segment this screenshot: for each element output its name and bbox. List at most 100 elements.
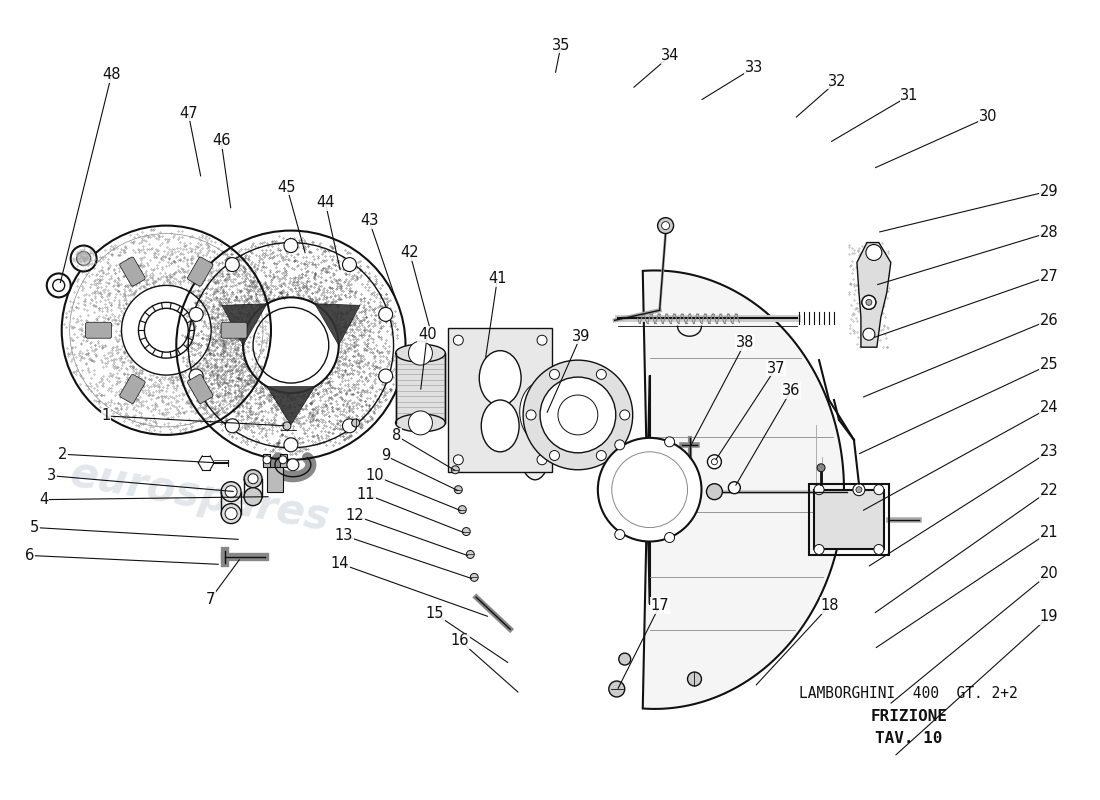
Circle shape — [856, 486, 862, 493]
Circle shape — [451, 466, 460, 474]
Circle shape — [221, 482, 241, 502]
Circle shape — [550, 370, 560, 379]
Text: 35: 35 — [552, 38, 570, 53]
Circle shape — [817, 464, 825, 472]
Text: 34: 34 — [661, 48, 680, 63]
Text: 42: 42 — [400, 245, 419, 260]
Text: 40: 40 — [418, 327, 437, 342]
Circle shape — [466, 550, 474, 558]
Text: 36: 36 — [782, 383, 801, 398]
Circle shape — [688, 672, 702, 686]
Circle shape — [226, 508, 238, 519]
Text: 20: 20 — [1040, 566, 1058, 582]
Circle shape — [459, 506, 466, 514]
Text: 21: 21 — [1040, 525, 1058, 540]
Text: 33: 33 — [745, 60, 763, 75]
Circle shape — [453, 335, 463, 345]
Circle shape — [712, 458, 717, 465]
Text: 47: 47 — [179, 106, 198, 121]
Circle shape — [378, 307, 393, 322]
Circle shape — [866, 299, 872, 306]
Circle shape — [728, 482, 740, 494]
Circle shape — [558, 395, 597, 435]
Circle shape — [287, 458, 299, 470]
Circle shape — [862, 295, 876, 310]
Circle shape — [873, 545, 883, 554]
Text: 10: 10 — [365, 468, 384, 483]
Text: FRIZIONE: FRIZIONE — [870, 710, 947, 724]
Text: 29: 29 — [1040, 184, 1058, 198]
Text: 39: 39 — [572, 329, 590, 344]
Circle shape — [873, 485, 883, 494]
Circle shape — [814, 485, 824, 494]
FancyBboxPatch shape — [187, 374, 213, 403]
Text: 28: 28 — [1040, 225, 1058, 240]
Circle shape — [471, 574, 478, 582]
Text: 6: 6 — [24, 548, 34, 563]
Text: 48: 48 — [102, 67, 121, 82]
Ellipse shape — [396, 414, 446, 432]
Circle shape — [77, 251, 90, 266]
Circle shape — [597, 438, 702, 542]
Circle shape — [619, 410, 629, 420]
Text: 9: 9 — [381, 448, 390, 463]
Text: eurospares: eurospares — [527, 420, 793, 507]
Circle shape — [284, 238, 298, 253]
Circle shape — [526, 410, 536, 420]
Circle shape — [537, 335, 547, 345]
Polygon shape — [315, 304, 360, 345]
Text: 38: 38 — [736, 335, 755, 350]
Polygon shape — [449, 328, 552, 472]
FancyBboxPatch shape — [187, 257, 213, 286]
Polygon shape — [504, 343, 596, 480]
Circle shape — [664, 437, 674, 447]
FancyBboxPatch shape — [120, 257, 145, 286]
Text: 2: 2 — [57, 446, 67, 462]
Polygon shape — [263, 454, 270, 466]
Text: 13: 13 — [334, 528, 353, 543]
Polygon shape — [814, 490, 883, 550]
Polygon shape — [222, 304, 267, 345]
Text: 5: 5 — [30, 520, 40, 535]
Text: 17: 17 — [650, 598, 669, 613]
Text: TAV. 10: TAV. 10 — [876, 731, 943, 746]
Polygon shape — [857, 242, 891, 347]
Circle shape — [244, 488, 262, 506]
Text: 43: 43 — [360, 213, 378, 228]
Circle shape — [226, 486, 238, 498]
Text: 45: 45 — [277, 180, 296, 194]
Circle shape — [852, 484, 865, 496]
Circle shape — [70, 246, 97, 271]
Text: 24: 24 — [1040, 401, 1058, 415]
Text: 7: 7 — [206, 592, 214, 607]
Circle shape — [352, 419, 360, 427]
Circle shape — [342, 258, 356, 271]
Text: 8: 8 — [392, 428, 402, 443]
Polygon shape — [642, 270, 844, 709]
Text: 25: 25 — [1040, 358, 1058, 373]
Polygon shape — [519, 382, 564, 442]
Circle shape — [814, 545, 824, 554]
Circle shape — [619, 653, 630, 665]
Circle shape — [189, 369, 204, 383]
Text: eurospares: eurospares — [66, 452, 332, 539]
FancyBboxPatch shape — [221, 322, 248, 338]
Text: 4: 4 — [39, 492, 48, 507]
Circle shape — [524, 360, 632, 470]
Circle shape — [862, 295, 876, 310]
Text: 31: 31 — [901, 88, 918, 103]
Circle shape — [596, 450, 606, 461]
Circle shape — [664, 533, 674, 542]
Circle shape — [537, 455, 547, 465]
Ellipse shape — [481, 400, 519, 452]
Ellipse shape — [480, 350, 521, 406]
Circle shape — [249, 474, 258, 484]
Circle shape — [408, 342, 432, 365]
Text: 46: 46 — [212, 134, 230, 149]
Polygon shape — [396, 353, 446, 423]
Circle shape — [408, 411, 432, 435]
Text: 15: 15 — [426, 606, 444, 621]
Circle shape — [615, 440, 625, 450]
Ellipse shape — [396, 344, 446, 362]
Circle shape — [263, 456, 271, 464]
